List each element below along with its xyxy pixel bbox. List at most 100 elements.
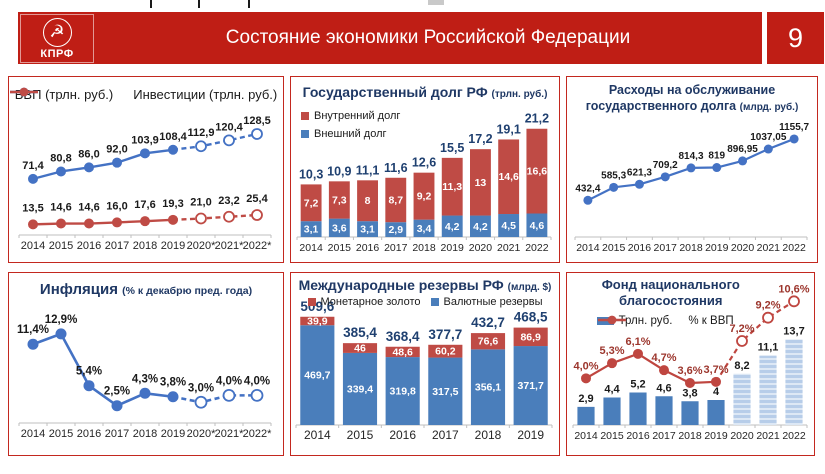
svg-text:2014: 2014	[304, 428, 331, 442]
svg-text:2018: 2018	[412, 242, 436, 254]
svg-text:814,3: 814,3	[678, 151, 703, 162]
svg-text:2,9: 2,9	[578, 393, 593, 405]
gov-debt-chart: 2014 2015 2016 2017 2018 2019 2020 2021 2022 3,1 7…	[296, 112, 552, 254]
svg-text:3,0%: 3,0%	[188, 382, 214, 394]
svg-text:13: 13	[475, 177, 487, 189]
svg-text:25,4: 25,4	[246, 193, 268, 205]
svg-text:509,6: 509,6	[300, 299, 334, 314]
svg-text:2020*: 2020*	[187, 428, 216, 440]
svg-text:14,6: 14,6	[498, 171, 519, 183]
svg-text:2016: 2016	[628, 242, 652, 254]
svg-text:11,6: 11,6	[384, 161, 408, 175]
svg-text:2017: 2017	[105, 240, 129, 252]
svg-text:16,6: 16,6	[527, 166, 548, 178]
svg-text:3,8%: 3,8%	[160, 377, 186, 389]
svg-text:15,5: 15,5	[440, 141, 464, 155]
svg-text:12,9%: 12,9%	[45, 314, 78, 326]
page-number: 9	[767, 12, 824, 64]
svg-text:356,1: 356,1	[475, 382, 501, 394]
panel-nwf: 2014 2015 2016 2017 2018 2019 2020 2021 2022 2,9 4…	[566, 272, 815, 456]
svg-text:2014: 2014	[574, 430, 598, 442]
panel-debt-service: 2014 2015 2016 2017 2018 2019 2020 2021 2022 432,…	[566, 76, 818, 263]
gdp-investments-chart: 2014 2015 2016 2017 2018 2019 2020* 2021* 2022* 7…	[18, 115, 272, 252]
cropped-text-artifact	[428, 0, 444, 5]
svg-text:2017: 2017	[654, 242, 678, 254]
svg-text:2018: 2018	[475, 428, 502, 442]
svg-text:86,0: 86,0	[78, 148, 99, 160]
svg-text:2021: 2021	[757, 242, 781, 254]
svg-text:709,2: 709,2	[653, 160, 678, 171]
svg-text:13,7: 13,7	[783, 325, 804, 337]
svg-text:368,4: 368,4	[386, 329, 420, 344]
svg-text:71,4: 71,4	[22, 160, 44, 172]
svg-text:2017: 2017	[432, 428, 459, 442]
svg-text:4,2: 4,2	[473, 221, 488, 233]
nwf-chart: 2014 2015 2016 2017 2018 2019 2020 2021 2022 2,9 4…	[572, 283, 810, 442]
svg-text:2016: 2016	[626, 430, 650, 442]
svg-text:39,9: 39,9	[307, 316, 328, 328]
svg-text:17,6: 17,6	[134, 199, 155, 211]
svg-text:2021*: 2021*	[215, 428, 244, 440]
svg-text:10,9: 10,9	[327, 164, 351, 178]
svg-text:9,2: 9,2	[417, 191, 432, 203]
svg-text:103,9: 103,9	[131, 134, 159, 146]
svg-text:4,3%: 4,3%	[132, 373, 158, 385]
svg-text:2016: 2016	[389, 428, 416, 442]
panel-gdp-investments: 2014 2015 2016 2017 2018 2019 2020* 2021* 2022* 7…	[8, 76, 284, 263]
svg-text:432,7: 432,7	[471, 315, 505, 330]
svg-text:896,95: 896,95	[727, 144, 758, 155]
svg-text:2016: 2016	[356, 242, 380, 254]
svg-text:86,9: 86,9	[520, 331, 541, 343]
svg-text:371,7: 371,7	[518, 380, 544, 392]
svg-text:2015: 2015	[49, 428, 73, 440]
svg-text:1037,05: 1037,05	[750, 132, 787, 143]
svg-text:128,5: 128,5	[243, 115, 271, 127]
svg-text:2022*: 2022*	[243, 428, 272, 440]
svg-text:12,6: 12,6	[412, 156, 436, 170]
svg-text:19,1: 19,1	[496, 122, 520, 136]
svg-text:2020: 2020	[731, 242, 755, 254]
svg-text:2015: 2015	[49, 240, 73, 252]
svg-text:2019: 2019	[704, 430, 728, 442]
svg-text:13,5: 13,5	[22, 202, 43, 214]
svg-text:16,0: 16,0	[106, 200, 127, 212]
hammer-sickle-glyph: ☭	[49, 21, 65, 42]
svg-text:11,4%: 11,4%	[17, 324, 49, 336]
svg-text:1155,7: 1155,7	[779, 122, 809, 133]
svg-text:2021*: 2021*	[215, 240, 244, 252]
svg-text:6,1%: 6,1%	[625, 336, 650, 348]
svg-text:3,4: 3,4	[417, 223, 432, 235]
svg-text:4,6: 4,6	[656, 382, 671, 394]
svg-text:2014: 2014	[21, 240, 45, 252]
svg-text:2022: 2022	[525, 242, 549, 254]
svg-text:4,2: 4,2	[445, 221, 460, 233]
panel-inflation: 2014 2015 2016 2017 2018 2019 2020* 2021* 2022* 1…	[8, 272, 284, 456]
svg-text:76,6: 76,6	[478, 336, 499, 348]
cropped-text-artifact	[198, 0, 200, 8]
svg-text:2,9: 2,9	[388, 224, 403, 236]
svg-text:2021: 2021	[497, 242, 521, 254]
svg-text:9,2%: 9,2%	[755, 300, 780, 312]
svg-text:2018: 2018	[679, 242, 703, 254]
svg-text:2022*: 2022*	[243, 240, 272, 252]
svg-text:2019: 2019	[161, 428, 185, 440]
svg-text:2019: 2019	[705, 242, 729, 254]
svg-text:11,3: 11,3	[442, 181, 462, 193]
svg-text:4,0%: 4,0%	[244, 375, 270, 387]
svg-text:112,9: 112,9	[188, 127, 215, 139]
svg-text:2019: 2019	[161, 240, 185, 252]
panel-gov-debt: 2014 2015 2016 2017 2018 2019 2020 2021 2022 3,1 7…	[290, 76, 560, 263]
svg-text:319,8: 319,8	[390, 386, 416, 398]
svg-text:2018: 2018	[133, 428, 157, 440]
svg-text:3,1: 3,1	[304, 224, 319, 236]
svg-text:819: 819	[708, 151, 725, 162]
svg-text:2021: 2021	[756, 430, 780, 442]
svg-text:3,6%: 3,6%	[677, 365, 702, 377]
svg-text:80,8: 80,8	[50, 152, 71, 164]
svg-text:2014: 2014	[21, 428, 45, 440]
svg-text:2018: 2018	[133, 240, 157, 252]
svg-text:46: 46	[354, 343, 366, 355]
svg-text:23,2: 23,2	[218, 195, 239, 207]
svg-text:432,4: 432,4	[575, 183, 600, 194]
svg-text:2017: 2017	[384, 242, 408, 254]
